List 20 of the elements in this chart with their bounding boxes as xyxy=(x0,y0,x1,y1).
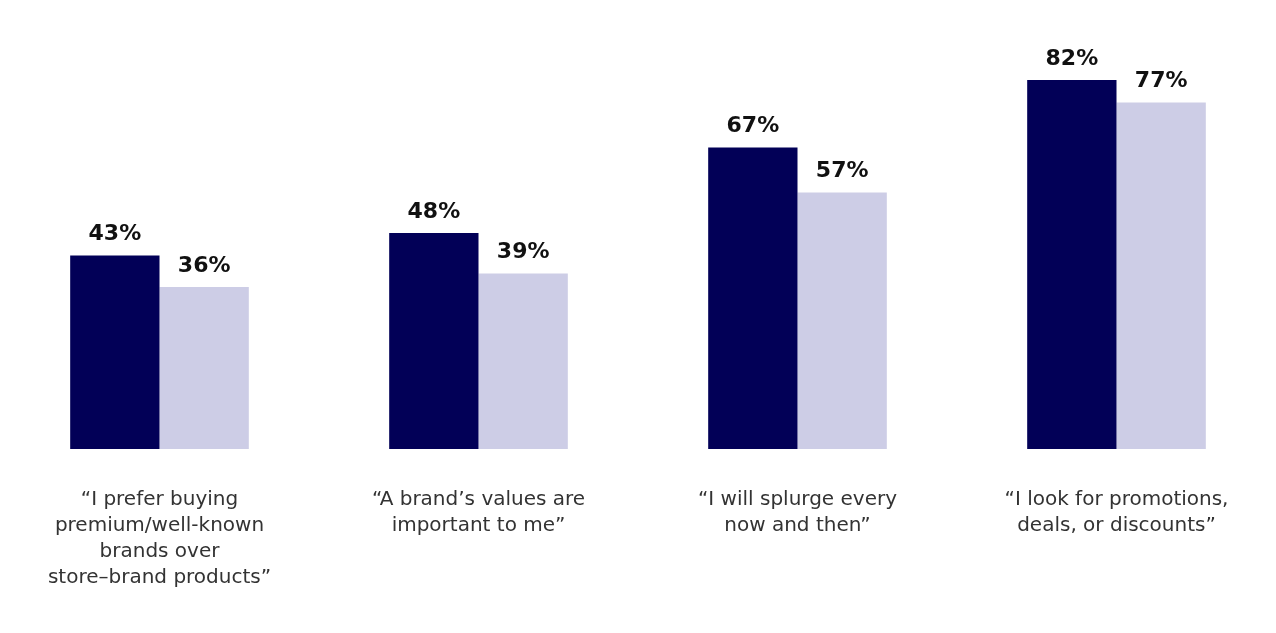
data-label: 39% xyxy=(496,238,550,264)
x-tick-label: “I prefer buying premium/well-known brands over store–brand products” xyxy=(47,486,272,589)
data-label: 43% xyxy=(88,220,142,246)
data-label: 67% xyxy=(726,112,780,138)
bar xyxy=(389,233,479,449)
bar xyxy=(1027,80,1117,449)
data-label: 57% xyxy=(815,157,869,183)
x-tick-label: “I look for promotions, deals, or discounts” xyxy=(1004,486,1229,537)
bar xyxy=(159,287,249,449)
bar xyxy=(797,192,887,449)
data-label: 48% xyxy=(407,197,461,223)
data-label: 36% xyxy=(177,251,231,277)
data-label: 77% xyxy=(1134,67,1188,93)
bar xyxy=(478,273,568,449)
x-tick-label: “A brand’s values are important to me” xyxy=(371,486,586,537)
x-tick-label: “I will splurge every now and then” xyxy=(697,486,898,537)
bar xyxy=(708,147,798,449)
data-label: 82% xyxy=(1045,44,1099,70)
bar xyxy=(70,255,160,449)
bar xyxy=(1116,102,1206,449)
